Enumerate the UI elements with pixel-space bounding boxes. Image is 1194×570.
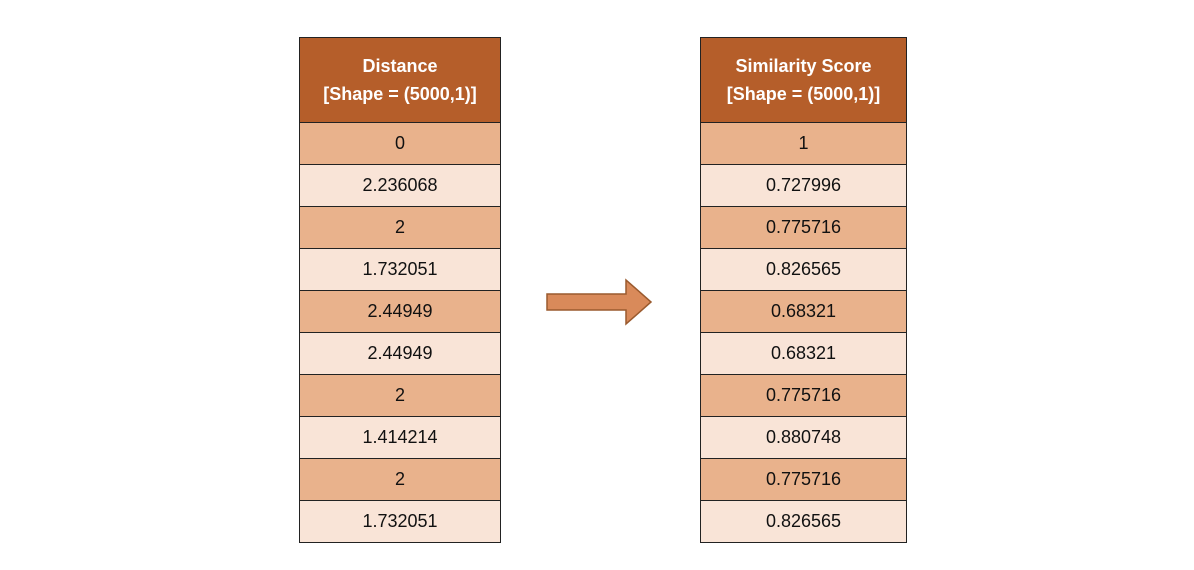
similarity-cell: 0.775716 xyxy=(700,206,907,249)
similarity-header: Similarity Score [Shape = (5000,1)] xyxy=(700,37,907,123)
distance-table: Distance [Shape = (5000,1)] 0 2.236068 2 1.… xyxy=(299,37,501,543)
distance-cell: 2 xyxy=(299,374,501,417)
similarity-header-shape: [Shape = (5000,1)] xyxy=(726,84,881,104)
distance-cell: 2 xyxy=(299,206,501,249)
similarity-row: 0.775716 xyxy=(700,458,907,501)
similarity-table: Similarity Score [Shape = (5000,1)] 1 0.7… xyxy=(700,37,907,543)
similarity-row: 0.775716 xyxy=(700,206,907,249)
similarity-row: 0.727996 xyxy=(700,164,907,207)
similarity-row: 0.68321 xyxy=(700,332,907,375)
distance-cell: 1.732051 xyxy=(299,500,501,543)
distance-cell: 2 xyxy=(299,458,501,501)
distance-row: 2 xyxy=(299,206,501,249)
similarity-row: 0.68321 xyxy=(700,290,907,333)
similarity-header-row: Similarity Score [Shape = (5000,1)] xyxy=(700,37,907,123)
distance-cell: 2.236068 xyxy=(299,164,501,207)
similarity-row: 1 xyxy=(700,122,907,165)
similarity-row: 0.775716 xyxy=(700,374,907,417)
distance-row: 1.414214 xyxy=(299,416,501,459)
distance-row: 2 xyxy=(299,374,501,417)
distance-row: 2.44949 xyxy=(299,332,501,375)
distance-row: 1.732051 xyxy=(299,500,501,543)
similarity-header-title: Similarity Score xyxy=(735,56,872,76)
similarity-cell: 0.826565 xyxy=(700,500,907,543)
similarity-cell: 0.775716 xyxy=(700,374,907,417)
arrow-shape xyxy=(546,278,653,326)
distance-header-row: Distance [Shape = (5000,1)] xyxy=(299,37,501,123)
distance-row: 2 xyxy=(299,458,501,501)
distance-header-shape: [Shape = (5000,1)] xyxy=(323,84,477,104)
distance-cell: 1.732051 xyxy=(299,248,501,291)
similarity-cell: 0.68321 xyxy=(700,290,907,333)
similarity-cell: 1 xyxy=(700,122,907,165)
distance-row: 1.732051 xyxy=(299,248,501,291)
distance-header-title: Distance xyxy=(362,56,438,76)
distance-row: 0 xyxy=(299,122,501,165)
similarity-row: 0.826565 xyxy=(700,248,907,291)
right-arrow-icon xyxy=(546,278,653,326)
distance-cell: 2.44949 xyxy=(299,290,501,333)
similarity-row: 0.826565 xyxy=(700,500,907,543)
distance-header: Distance [Shape = (5000,1)] xyxy=(299,37,501,123)
similarity-cell: 0.68321 xyxy=(700,332,907,375)
similarity-cell: 0.775716 xyxy=(700,458,907,501)
distance-row: 2.44949 xyxy=(299,290,501,333)
distance-row: 2.236068 xyxy=(299,164,501,207)
distance-cell: 1.414214 xyxy=(299,416,501,459)
distance-cell: 0 xyxy=(299,122,501,165)
distance-cell: 2.44949 xyxy=(299,332,501,375)
similarity-cell: 0.880748 xyxy=(700,416,907,459)
similarity-cell: 0.826565 xyxy=(700,248,907,291)
similarity-cell: 0.727996 xyxy=(700,164,907,207)
distance-table-body: 0 2.236068 2 1.732051 2.44949 2.44949 2 1.41421… xyxy=(299,122,501,543)
similarity-row: 0.880748 xyxy=(700,416,907,459)
similarity-table-body: 1 0.727996 0.775716 0.826565 0.68321 0.68321 0… xyxy=(700,122,907,543)
